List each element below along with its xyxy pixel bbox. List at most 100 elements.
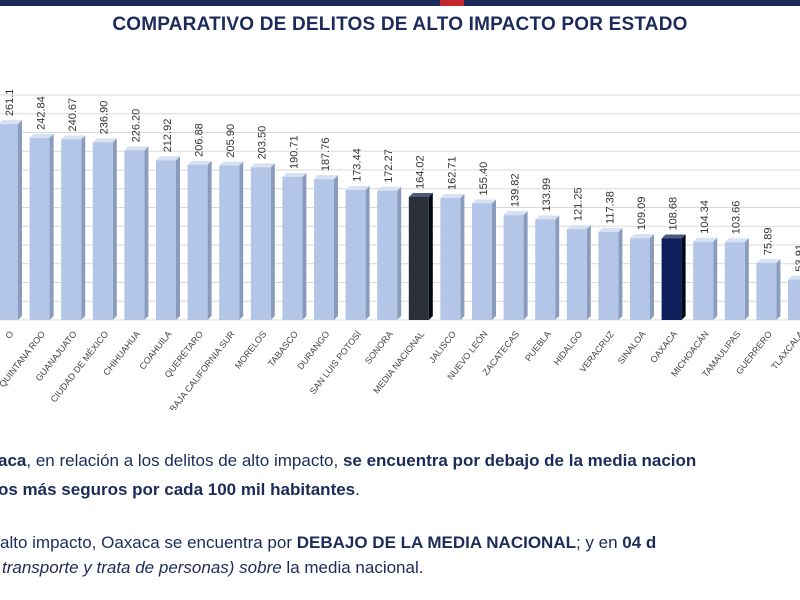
bar (124, 150, 145, 320)
bar-top (282, 172, 307, 177)
value-label: 164.02 (415, 155, 427, 189)
value-label: 206.88 (194, 123, 206, 157)
bar-top (693, 237, 718, 242)
value-label: 173.44 (352, 148, 364, 182)
paragraph-line-2: os más seguros por cada 100 mil habitant… (0, 478, 798, 502)
line3-bold: DEBAJO DE LA MEDIA NACIONAL (296, 533, 576, 552)
bar-top (661, 234, 686, 239)
bar (250, 167, 271, 320)
value-label: 226.20 (130, 109, 142, 143)
value-label: 133.99 (541, 178, 553, 212)
top-accent-bar (0, 0, 800, 6)
line4-italic: transporte y trata de personas) sobre (2, 558, 282, 577)
bar-top (377, 186, 402, 191)
bar (61, 139, 82, 320)
category-label: PUEBLA (523, 329, 553, 363)
bar-side (302, 172, 307, 320)
bar (630, 238, 650, 320)
bar-side (460, 193, 465, 320)
value-label: 240.67 (67, 98, 79, 132)
line3-bold2: 04 d (622, 533, 657, 552)
value-label: 108.68 (668, 197, 680, 231)
bar-side (334, 175, 338, 320)
bar (566, 229, 587, 320)
bar (535, 219, 556, 320)
bar-side (176, 156, 180, 320)
line1-pre: aca (0, 451, 27, 470)
bar (29, 137, 50, 320)
line2-bold: os más seguros por cada 100 mil habitant… (0, 480, 356, 499)
bar (408, 196, 429, 320)
bar-top (61, 135, 86, 140)
line3-a: alto impacto, Oaxaca se encuentra por (0, 533, 297, 552)
value-label: 203.50 (257, 126, 269, 160)
bar (0, 124, 18, 320)
category-label: SINALOA (616, 329, 648, 366)
value-label: 190.71 (288, 135, 300, 169)
bar (472, 203, 492, 320)
line1-bold: se encuentra por debajo de la media naci… (342, 451, 697, 470)
value-label: 212.92 (162, 119, 174, 153)
value-label: 242.84 (36, 96, 48, 130)
line2-end: . (355, 480, 360, 499)
bar-top (756, 259, 781, 264)
value-label: 261.19 (4, 90, 16, 116)
bar-side (492, 199, 496, 320)
value-label: 109.09 (636, 197, 648, 231)
category-label: TABASCO (266, 329, 300, 369)
paragraph-line-4: transporte y trata de personas) sobre la… (2, 556, 800, 580)
bar-side (81, 135, 86, 320)
bar-side (523, 211, 528, 320)
bar-side (112, 138, 117, 320)
bar-top (29, 133, 54, 138)
bar (598, 231, 619, 320)
value-label: 104.34 (699, 200, 711, 234)
bar (282, 176, 303, 320)
category-label: O (3, 329, 15, 341)
bar-top (156, 156, 180, 161)
bar (503, 215, 524, 320)
value-label: 172.27 (383, 149, 395, 183)
value-label: 117.38 (604, 191, 616, 224)
bar-top (124, 146, 149, 151)
bar-side (744, 238, 749, 320)
value-label: 155.40 (478, 162, 490, 196)
bar (187, 164, 208, 320)
line1-mid: , en relación a los delitos de alto impa… (26, 451, 343, 470)
bar-top (440, 193, 465, 198)
bar (756, 263, 777, 320)
bar-side (18, 120, 22, 320)
bar (693, 241, 714, 320)
bar-top (0, 120, 22, 125)
bar-top (314, 175, 338, 180)
value-label: 103.66 (731, 201, 743, 235)
value-label: 162.71 (446, 156, 458, 190)
bar-top (408, 192, 433, 197)
bar (92, 142, 113, 320)
bar-side (270, 163, 275, 320)
bar (345, 189, 366, 320)
bar-top (187, 160, 212, 165)
paragraph-line-1: aca, en relación a los delitos de alto i… (0, 449, 798, 473)
bar (788, 279, 800, 320)
category-label: JALISCO (427, 329, 458, 365)
bar-side (776, 259, 781, 320)
bar-side (49, 133, 54, 320)
bar-top (250, 163, 275, 168)
bar (440, 197, 461, 320)
bar-top (535, 215, 560, 220)
value-label: 53.91 (794, 244, 800, 272)
bar-top (345, 185, 370, 190)
category-label: SONORA (363, 329, 395, 366)
bar-side (681, 234, 686, 320)
value-label: 236.90 (99, 101, 111, 135)
category-label: MORELOS (233, 329, 269, 371)
page-title: COMPARATIVO DE DELITOS DE ALTO IMPACTO P… (112, 14, 688, 35)
bar-top (724, 238, 749, 243)
bar-side (618, 227, 623, 320)
bar (314, 179, 334, 320)
value-label: 75.89 (762, 228, 774, 256)
category-label: CIUDAD DE MÉXICO (49, 329, 111, 404)
bar-side (713, 237, 718, 320)
